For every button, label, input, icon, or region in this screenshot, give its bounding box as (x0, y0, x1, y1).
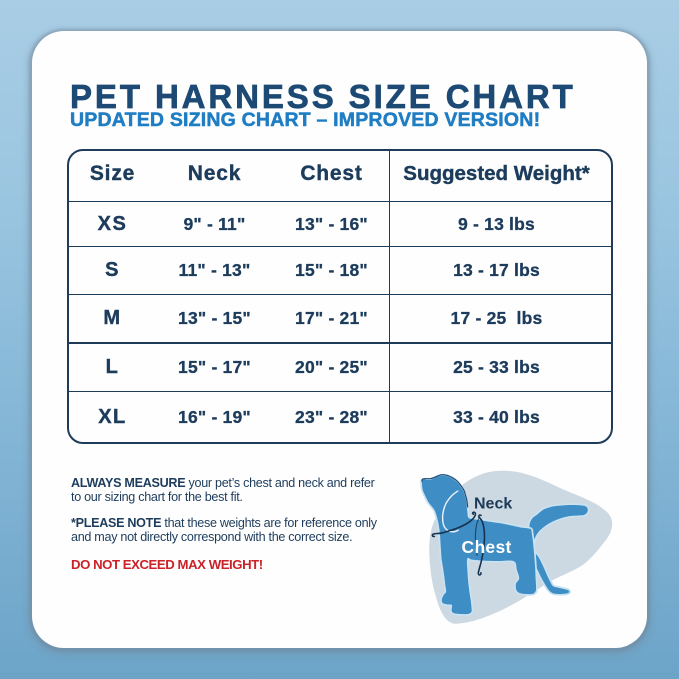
svg-text:Neck: Neck (474, 496, 512, 513)
svg-text:Chest: Chest (462, 537, 512, 557)
